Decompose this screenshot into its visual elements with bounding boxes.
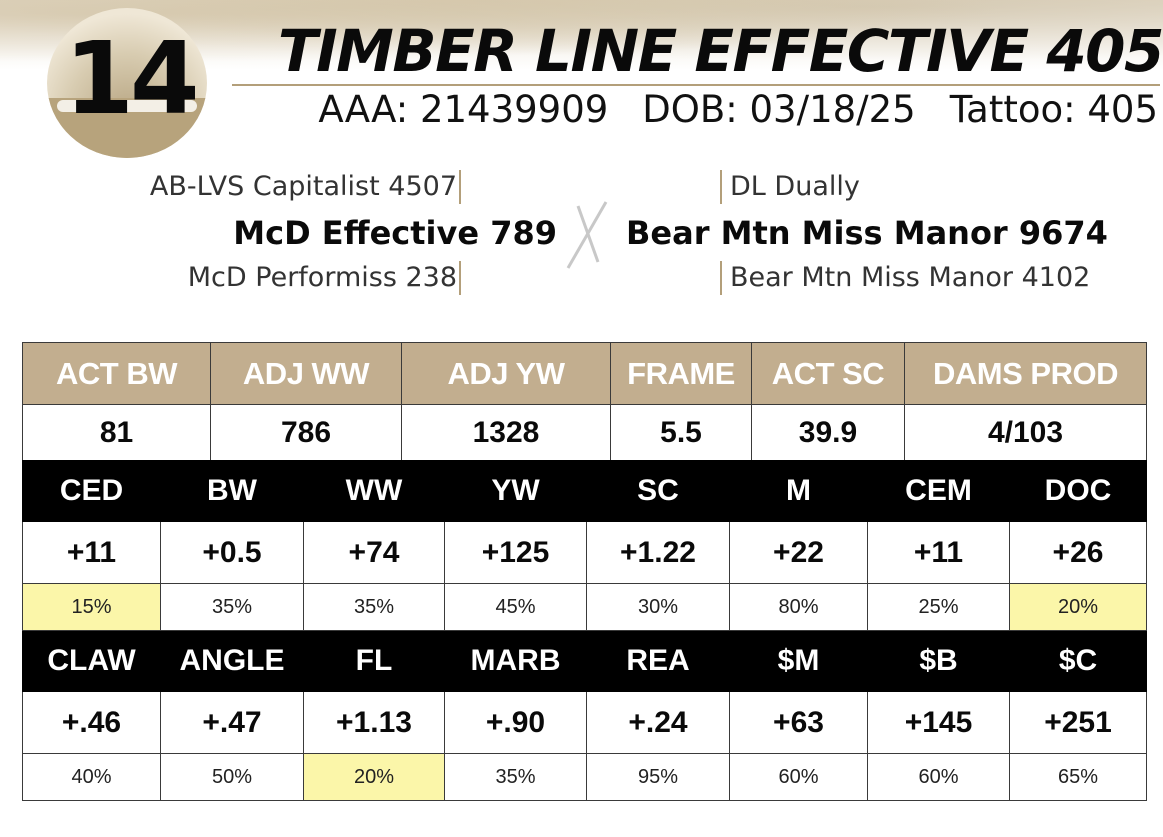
pedigree-bar [459, 261, 461, 295]
epd-header: CED [22, 460, 161, 522]
epd-value: +145 [867, 691, 1010, 754]
epd-value: +0.5 [160, 521, 304, 584]
perf-header: FRAME [610, 342, 752, 405]
epd-header: CEM [867, 460, 1010, 522]
perf-header: DAMS PROD [904, 342, 1147, 405]
epd-percentile-row-2: 40% 50% 20% 35% 95% 60% 60% 65% [22, 753, 1147, 801]
performance-header-row: ACT BW ADJ WW ADJ YW FRAME ACT SC DAMS P… [22, 342, 1147, 405]
epd-header: FL [303, 630, 445, 692]
epd-value: +.47 [160, 691, 304, 754]
pedigree-sire: McD Effective 789 [233, 214, 557, 252]
epd-percentile: 80% [729, 583, 868, 631]
epd-header-row-2: CLAW ANGLE FL MARB REA $M $B $C [22, 630, 1147, 692]
epd-percentile: 95% [586, 753, 730, 801]
epd-value: +74 [303, 521, 445, 584]
pedigree-dam-dam: Bear Mtn Miss Manor 4102 [730, 262, 1091, 293]
epd-value: +.46 [22, 691, 161, 754]
epd-value: +11 [22, 521, 161, 584]
epd-percentile: 15% [22, 583, 161, 631]
epd-header: M [729, 460, 868, 522]
epd-header: REA [586, 630, 730, 692]
epd-percentile: 35% [160, 583, 304, 631]
cross-x-mark [566, 201, 608, 269]
epd-percentile: 25% [867, 583, 1010, 631]
epd-value: +125 [444, 521, 587, 584]
perf-value: 4/103 [904, 404, 1147, 461]
epd-header: $M [729, 630, 868, 692]
epd-header: $B [867, 630, 1010, 692]
epd-value: +1.13 [303, 691, 445, 754]
epd-value: +251 [1009, 691, 1147, 754]
pedigree-bar [459, 170, 461, 204]
epd-header: CLAW [22, 630, 161, 692]
epd-value: +.90 [444, 691, 587, 754]
lot-badge-photo [47, 8, 207, 158]
epd-value-row-1: +11 +0.5 +74 +125 +1.22 +22 +11 +26 [22, 521, 1147, 584]
epd-value: +11 [867, 521, 1010, 584]
epd-header: MARB [444, 630, 587, 692]
pedigree-bar [720, 261, 722, 295]
epd-percentile: 20% [1009, 583, 1147, 631]
epd-header: SC [586, 460, 730, 522]
epd-header: BW [160, 460, 304, 522]
epd-percentile: 60% [867, 753, 1010, 801]
performance-value-row: 81 786 1328 5.5 39.9 4/103 [22, 404, 1147, 461]
epd-percentile-row-1: 15% 35% 35% 45% 30% 80% 25% 20% [22, 583, 1147, 631]
pedigree-sire-sire: AB-LVS Capitalist 4507 [149, 171, 457, 202]
epd-value: +.24 [586, 691, 730, 754]
registration-number: AAA: 21439909 [318, 88, 609, 131]
performance-table: ACT BW ADJ WW ADJ YW FRAME ACT SC DAMS P… [22, 342, 1147, 461]
perf-value: 39.9 [751, 404, 905, 461]
epd-percentile: 35% [303, 583, 445, 631]
epd-value: +1.22 [586, 521, 730, 584]
epd-table: CED BW WW YW SC M CEM DOC +11 +0.5 +74 +… [22, 460, 1147, 801]
epd-value-row-2: +.46 +.47 +1.13 +.90 +.24 +63 +145 +251 [22, 691, 1147, 754]
epd-header: $C [1009, 630, 1147, 692]
epd-percentile: 20% [303, 753, 445, 801]
pedigree-dam-sire: DL Dually [730, 171, 860, 202]
epd-percentile: 45% [444, 583, 587, 631]
epd-percentile: 60% [729, 753, 868, 801]
date-of-birth: DOB: 03/18/25 [642, 88, 916, 131]
perf-header: ADJ YW [401, 342, 611, 405]
epd-header: WW [303, 460, 445, 522]
epd-percentile: 30% [586, 583, 730, 631]
epd-value: +26 [1009, 521, 1147, 584]
epd-percentile: 50% [160, 753, 304, 801]
perf-value: 1328 [401, 404, 611, 461]
title-divider [232, 84, 1160, 86]
epd-percentile: 35% [444, 753, 587, 801]
pedigree-dam: Bear Mtn Miss Manor 9674 [626, 214, 1108, 252]
badge-snow [57, 100, 197, 112]
epd-value: +63 [729, 691, 868, 754]
animal-name: TIMBER LINE EFFECTIVE 405 [278, 17, 1163, 85]
perf-value: 786 [210, 404, 402, 461]
epd-header-row-1: CED BW WW YW SC M CEM DOC [22, 460, 1147, 522]
epd-header: ANGLE [160, 630, 304, 692]
epd-header: DOC [1009, 460, 1147, 522]
epd-percentile: 40% [22, 753, 161, 801]
perf-value: 81 [22, 404, 211, 461]
tattoo: Tattoo: 405 [949, 88, 1158, 131]
perf-value: 5.5 [610, 404, 752, 461]
animal-ids: AAA: 21439909 DOB: 03/18/25 Tattoo: 405 [232, 88, 1158, 132]
perf-header: ACT BW [22, 342, 211, 405]
epd-percentile: 65% [1009, 753, 1147, 801]
epd-value: +22 [729, 521, 868, 584]
perf-header: ADJ WW [210, 342, 402, 405]
pedigree-sire-dam: McD Performiss 238 [187, 262, 457, 293]
epd-header: YW [444, 460, 587, 522]
lot-number: 14 [64, 20, 199, 137]
pedigree-bar [720, 170, 722, 204]
perf-header: ACT SC [751, 342, 905, 405]
